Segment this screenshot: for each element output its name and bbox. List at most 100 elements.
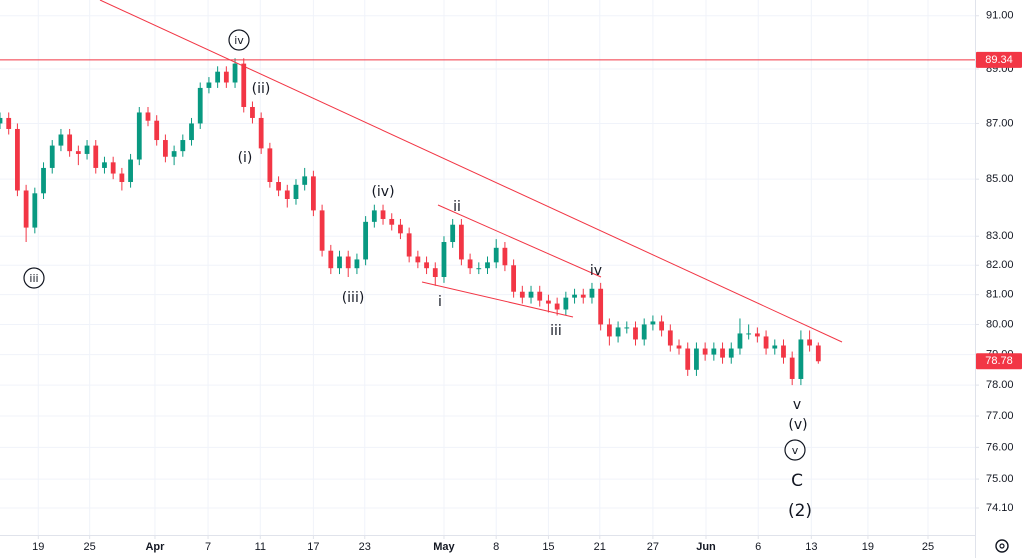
wave-label: v	[792, 444, 799, 457]
candle-body	[763, 336, 769, 349]
wave-label: (iii)	[342, 290, 365, 306]
candle-body	[781, 345, 786, 358]
wave-label: iv	[590, 263, 602, 279]
candle-body	[67, 134, 73, 152]
candle-body	[546, 300, 551, 304]
wave-label: (2)	[788, 501, 812, 521]
candle-body	[432, 268, 438, 277]
x-tick-label: 25	[922, 541, 934, 553]
y-tick-label: 85.00	[986, 173, 1014, 185]
settings-icon[interactable]	[995, 539, 1009, 553]
candle-body	[606, 324, 612, 337]
candle-body	[197, 87, 203, 124]
wave-label-circle	[228, 29, 250, 51]
candle-body	[128, 159, 133, 183]
wave-label: v	[793, 397, 801, 413]
x-tick-label: 11	[255, 541, 266, 553]
candle-body	[720, 348, 725, 358]
wave-label: iii	[550, 323, 562, 339]
x-tick-label: 17	[307, 541, 319, 553]
candle-body	[250, 106, 255, 118]
candle-body	[650, 321, 656, 325]
candle-body	[310, 176, 316, 211]
candle-body	[371, 210, 377, 222]
candle-body	[363, 221, 369, 260]
wedge-lower-line	[421, 281, 574, 318]
y-tick-label: 81.00	[986, 289, 1014, 301]
candle-body	[389, 218, 395, 225]
candle-body	[380, 210, 386, 219]
y-tick-label: 77.00	[986, 410, 1014, 422]
candle-body	[694, 348, 699, 370]
x-tick-label: 6	[755, 541, 761, 553]
price-line-label: 89.34	[985, 54, 1013, 66]
candle-body	[171, 151, 177, 157]
wave-label: (ii)	[252, 81, 271, 97]
x-tick-label: 15	[542, 541, 554, 553]
y-tick-label: 91.00	[986, 10, 1014, 22]
x-tick-label: May	[433, 541, 455, 553]
candle-body	[624, 327, 630, 329]
candle-body	[511, 265, 517, 292]
candle-body	[754, 333, 760, 337]
candle-body	[441, 242, 447, 277]
candle-body	[223, 71, 229, 83]
candle-body	[659, 321, 665, 331]
candle-body	[563, 297, 569, 310]
candle-body	[276, 182, 281, 191]
candle-body	[798, 339, 804, 379]
candle-body	[258, 117, 264, 149]
candle-body	[502, 247, 508, 266]
candle-body	[49, 145, 55, 168]
wave-label: (i)	[238, 150, 253, 166]
candle-body	[537, 291, 543, 301]
x-tick-label: 19	[32, 541, 44, 553]
candle-body	[319, 210, 325, 251]
candle-body	[267, 148, 273, 183]
candle-body	[145, 112, 151, 121]
candle-body	[110, 162, 116, 174]
drawings	[99, 0, 843, 343]
candle-body	[572, 294, 577, 298]
candle-body	[0, 117, 3, 124]
candle-body	[206, 82, 212, 88]
wave-label-circle	[784, 439, 806, 461]
candle-body	[75, 151, 81, 154]
candle-body	[476, 268, 482, 270]
candle-body	[284, 190, 290, 199]
y-tick-label: 75.00	[986, 473, 1014, 485]
settings-button[interactable]	[995, 539, 1009, 553]
candle-body	[598, 288, 604, 325]
candle-body	[102, 162, 107, 168]
x-tick-label: 7	[205, 541, 211, 553]
candle-body	[406, 233, 412, 257]
candle-body	[119, 173, 125, 183]
x-tick-label: 8	[493, 541, 499, 553]
candle-body	[163, 140, 168, 157]
candle-body	[458, 224, 464, 260]
candle-body	[485, 262, 490, 269]
y-tick-label: 82.00	[986, 259, 1014, 271]
candles	[0, 58, 975, 386]
wave-label: ii	[453, 199, 461, 215]
candle-body	[807, 339, 812, 346]
candle-body	[32, 193, 38, 228]
candle-body	[415, 256, 421, 263]
y-tick-label: 74.10	[986, 502, 1014, 514]
candle-body	[702, 348, 708, 355]
candle-body	[554, 303, 560, 310]
last-price-label: 78.78	[985, 355, 1013, 367]
candle-body	[728, 348, 734, 358]
wave-label: i	[438, 294, 442, 310]
x-tick-label: 27	[647, 541, 659, 553]
wave-label: iii	[29, 272, 38, 285]
candle-body	[58, 134, 64, 146]
y-tick-label: 83.00	[986, 230, 1014, 242]
wave-label: iv	[234, 34, 244, 47]
candle-body	[23, 190, 29, 228]
wave-label: C	[791, 471, 803, 491]
candle-body	[241, 63, 247, 107]
candle-body	[337, 256, 342, 269]
candle-body	[424, 262, 429, 269]
